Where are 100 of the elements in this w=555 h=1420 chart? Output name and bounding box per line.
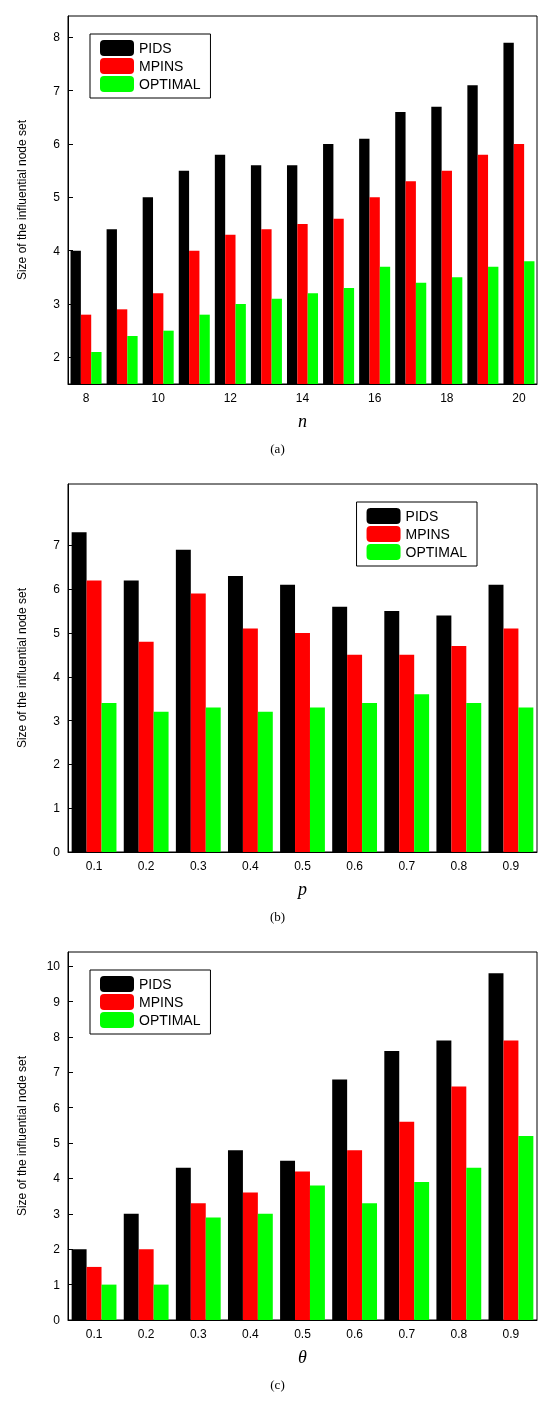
bar [295, 1171, 310, 1320]
bar [101, 1284, 117, 1320]
x-tick-label: 0.1 [85, 1327, 103, 1341]
x-tick-label: 0.2 [137, 859, 155, 873]
legend-label: PIDS [139, 976, 172, 992]
x-tick-label: 0.6 [346, 1327, 364, 1341]
bar [86, 580, 102, 852]
y-tick-label: 3 [53, 1206, 61, 1221]
bar [399, 1121, 415, 1320]
bar [451, 646, 467, 852]
legend-label: OPTIMAL [139, 76, 201, 92]
bar [295, 632, 310, 852]
x-axis-title: θ [298, 1347, 308, 1367]
y-tick-label: 2 [53, 757, 61, 772]
x-tick-label: 8 [82, 391, 90, 405]
bar [205, 1217, 221, 1320]
bar [347, 1150, 363, 1320]
x-tick-label: 0.9 [502, 1327, 520, 1341]
x-tick-label: 20 [512, 391, 526, 405]
x-tick-label: 0.8 [450, 859, 468, 873]
x-tick-label: 0.3 [189, 1327, 207, 1341]
x-tick-label: 0.4 [242, 859, 260, 873]
legend-label: OPTIMAL [405, 544, 468, 560]
y-tick-label: 1 [53, 1277, 61, 1292]
bar [153, 711, 169, 852]
bar [257, 1213, 273, 1320]
bar [503, 628, 519, 852]
x-tick-label: 0.1 [85, 859, 103, 873]
bar [242, 1192, 258, 1320]
y-tick-label: 1 [53, 801, 61, 816]
bar [153, 1284, 169, 1320]
text: (b) [269, 909, 286, 924]
y-tick-label: 6 [53, 582, 61, 597]
bar [138, 641, 154, 852]
legend-label: PIDS [139, 40, 172, 56]
x-tick-label: 14 [295, 391, 310, 405]
legend-label: PIDS [405, 508, 439, 524]
y-axis-title: Size of the influential node set [15, 119, 29, 281]
x-tick-label: 0.9 [502, 859, 520, 873]
x-axis-title: p [296, 879, 307, 899]
y-tick-label: 8 [53, 1029, 61, 1044]
x-axis-title: n [298, 411, 307, 431]
x-tick-label: 0.7 [398, 1327, 416, 1341]
bar [309, 1185, 325, 1320]
bar [414, 694, 430, 852]
legend-label: MPINS [139, 994, 184, 1010]
y-tick-label: 7 [53, 538, 61, 553]
bar [257, 711, 273, 852]
x-tick-label: 16 [367, 391, 382, 405]
bar [503, 1040, 519, 1320]
y-tick-label: 5 [53, 190, 61, 205]
text: (c) [270, 1377, 285, 1392]
x-tick-label: 0.8 [450, 1327, 468, 1341]
y-tick-label: 3 [53, 713, 61, 728]
x-tick-label: 0.5 [294, 1327, 312, 1341]
y-tick-label: 6 [53, 1100, 61, 1115]
y-tick-label: 5 [53, 1136, 61, 1151]
bar [309, 707, 325, 852]
x-tick-label: 0.4 [242, 1327, 260, 1341]
y-axis-title: Size of the influential node set [15, 1055, 29, 1217]
y-tick-label: 9 [53, 994, 61, 1009]
y-tick-label: 4 [53, 1171, 61, 1186]
y-tick-label: 6 [53, 137, 61, 151]
bar [347, 654, 363, 852]
x-tick-label: 10 [151, 391, 166, 405]
bar [414, 1182, 430, 1320]
bar [362, 703, 378, 852]
x-tick-label: 0.3 [189, 859, 207, 873]
y-tick-label: 2 [53, 1242, 61, 1257]
y-tick-label: 4 [53, 669, 61, 684]
bar [362, 1203, 378, 1320]
y-tick-label: 0 [53, 845, 61, 859]
x-tick-label: 0.5 [294, 859, 312, 873]
x-tick-label: 12 [223, 391, 238, 405]
bar [190, 593, 206, 852]
bar [451, 1086, 467, 1320]
y-tick-label: 7 [53, 83, 61, 98]
legend-label: MPINS [139, 58, 184, 74]
text: (a) [270, 441, 285, 456]
bar [86, 1266, 102, 1320]
y-tick-label: 2 [53, 350, 61, 365]
y-tick-label: 10 [46, 959, 61, 974]
y-tick-label: 4 [53, 243, 61, 258]
bar [101, 703, 117, 852]
bar [466, 1167, 482, 1320]
bar [190, 1203, 206, 1320]
y-tick-label: 8 [53, 30, 61, 45]
x-tick-label: 0.7 [398, 859, 416, 873]
y-tick-label: 5 [53, 625, 61, 640]
bar [466, 703, 482, 852]
bar [518, 1136, 534, 1320]
legend-label: OPTIMAL [139, 1012, 201, 1028]
y-tick-label: 7 [53, 1065, 61, 1080]
bar [518, 707, 534, 852]
legend-label: MPINS [405, 526, 450, 542]
y-tick-label: 3 [53, 297, 61, 311]
bar [399, 654, 415, 852]
x-tick-label: 0.2 [137, 1327, 155, 1341]
x-tick-label: 0.6 [346, 859, 364, 873]
bar [242, 628, 258, 852]
